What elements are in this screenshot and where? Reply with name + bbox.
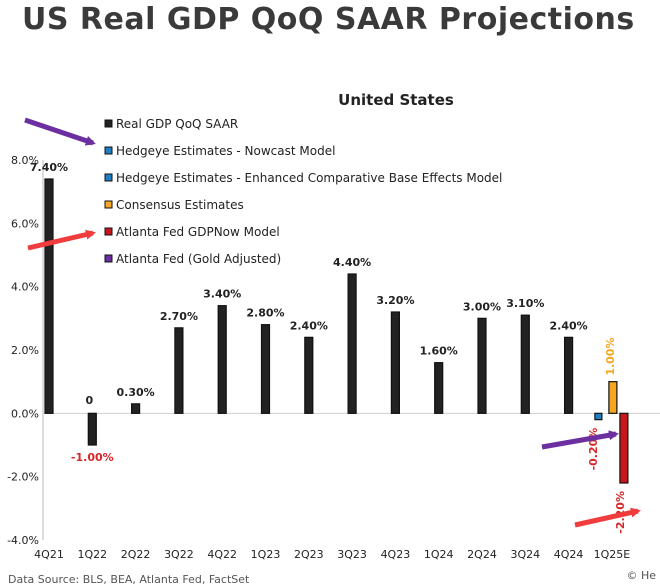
legend-label: Atlanta Fed (Gold Adjusted) — [116, 252, 281, 266]
legend-swatch — [104, 173, 113, 182]
x-tick-label: 4Q24 — [554, 548, 584, 561]
data-label-real-gdp: 2.80% — [246, 307, 284, 320]
bar-real-gdp — [131, 403, 141, 414]
y-tick-label: 6.0% — [11, 217, 39, 230]
x-tick-label: 3Q22 — [164, 548, 194, 561]
x-tick-label: 4Q21 — [34, 548, 64, 561]
bar-atlanta-fed — [619, 412, 629, 484]
y-tick-label: 2.0% — [11, 344, 39, 357]
bar-real-gdp — [87, 412, 97, 446]
legend-label: Real GDP QoQ SAAR — [116, 117, 238, 131]
data-label-real-gdp: -1.00% — [71, 451, 114, 464]
bar-real-gdp — [563, 336, 574, 414]
data-label-real-gdp: 3.20% — [376, 294, 414, 307]
arrow-atlanta-bar — [574, 507, 641, 528]
bar-real-gdp — [217, 305, 227, 414]
y-tick-label: -4.0% — [7, 534, 39, 547]
data-label-real-gdp: 2.40% — [290, 319, 328, 332]
x-tick-label: 2Q23 — [294, 548, 324, 561]
page-title: US Real GDP QoQ SAAR Projections — [22, 2, 635, 37]
legend-swatch — [104, 254, 113, 263]
legend-swatch — [104, 227, 113, 236]
bar-real-gdp — [390, 311, 400, 414]
data-label-nowcast: -0.20% — [587, 428, 600, 471]
legend-label: Consensus Estimates — [116, 198, 244, 212]
bar-real-gdp — [520, 314, 530, 414]
legend-label: Atlanta Fed GDPNow Model — [116, 225, 280, 239]
x-tick-label: 1Q22 — [77, 548, 107, 561]
data-source: Data Source: BLS, BEA, Atlanta Fed, Fact… — [8, 573, 250, 586]
x-tick-label: 2Q24 — [467, 548, 497, 561]
x-tick-label: 3Q23 — [337, 548, 367, 561]
data-label-real-gdp: 3.40% — [203, 288, 241, 301]
y-tick-label: -2.0% — [7, 471, 39, 484]
arrow-nowcast-legend — [24, 117, 96, 146]
data-label-real-gdp: 3.00% — [463, 300, 501, 313]
y-tick-label: 0.0% — [11, 407, 39, 420]
bar-real-gdp — [477, 317, 487, 414]
data-label-real-gdp: 2.40% — [550, 319, 588, 332]
bar-consensus — [608, 381, 618, 414]
data-label-real-gdp: 3.10% — [506, 297, 544, 310]
data-label-real-gdp: 4.40% — [333, 256, 371, 269]
data-label-real-gdp: 1.60% — [420, 345, 458, 358]
x-tick-label: 2Q22 — [121, 548, 151, 561]
x-tick-label: 4Q22 — [207, 548, 237, 561]
arrow-atlanta-legend — [27, 229, 96, 251]
x-tick-label: 3Q24 — [510, 548, 540, 561]
arrow-nowcast-bar — [541, 430, 619, 450]
data-label-real-gdp: 7.40% — [30, 161, 68, 174]
data-label-real-gdp: 0.30% — [117, 386, 155, 399]
bar-real-gdp — [304, 336, 314, 414]
bar-nowcast — [594, 412, 603, 421]
legend-swatch — [104, 146, 113, 155]
legend-label: Hedgeye Estimates - Enhanced Comparative… — [116, 171, 502, 185]
y-tick-label: 8.0% — [11, 154, 39, 167]
chart-title: United States — [338, 91, 454, 109]
legend-swatch — [104, 200, 113, 209]
data-label-real-gdp: 2.70% — [160, 310, 198, 323]
bar-real-gdp — [260, 324, 271, 414]
zero-annotation: 0 — [85, 394, 93, 407]
bar-real-gdp — [44, 178, 54, 414]
data-label-consensus: 1.00% — [604, 337, 617, 375]
bar-real-gdp — [174, 327, 184, 414]
x-tick-label: 1Q24 — [424, 548, 454, 561]
x-tick-label: 1Q25E — [594, 548, 631, 561]
x-tick-label: 4Q23 — [381, 548, 411, 561]
copyright-text: © He — [626, 569, 656, 582]
x-tick-label: 1Q23 — [251, 548, 281, 561]
legend-swatch — [104, 119, 113, 128]
y-tick-label: 4.0% — [11, 281, 39, 294]
bar-real-gdp — [347, 273, 357, 414]
legend-label: Hedgeye Estimates - Nowcast Model — [116, 144, 335, 158]
bar-real-gdp — [434, 362, 444, 414]
